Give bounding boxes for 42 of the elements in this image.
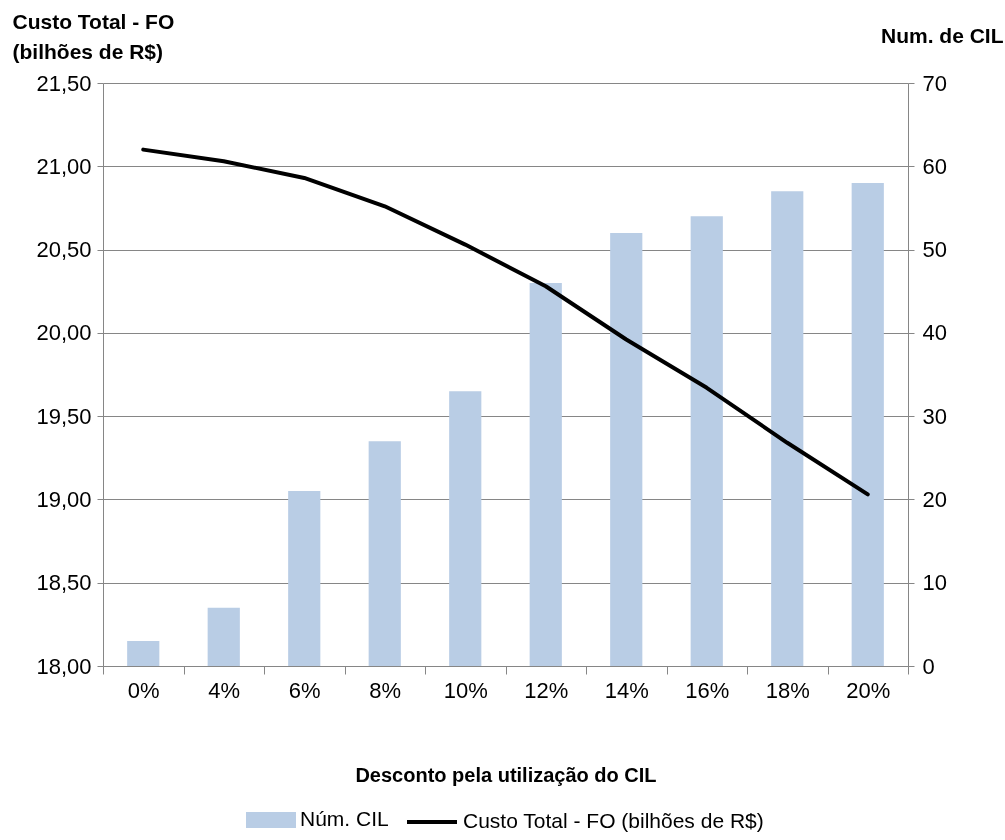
bar: [690, 216, 723, 666]
x-tick-label: 6%: [288, 677, 321, 703]
y2-tick-label: 70: [922, 70, 947, 96]
x-tick-label: 0%: [127, 677, 160, 703]
y2-tick-label: 50: [922, 237, 947, 263]
x-tick-label: 12%: [524, 677, 569, 703]
y-tick-label: 21,50: [36, 70, 92, 96]
y-tick-label: 20,50: [36, 237, 92, 263]
y-axis-title: Custo Total - FO (bilhões de R$): [12, 9, 175, 63]
x-tick-label: 10%: [443, 677, 488, 703]
legend-label: Custo Total - FO (bilhões de R$): [463, 809, 764, 832]
bar: [529, 282, 562, 666]
y-tick-label: 18,00: [36, 653, 92, 679]
bar: [771, 191, 804, 666]
bar: [288, 491, 321, 666]
y2-tick-label: 10: [922, 570, 947, 596]
y2-tick-label: 30: [922, 403, 947, 429]
y2-tick-label: 0: [922, 653, 935, 679]
bar: [368, 441, 401, 666]
line-series: [141, 147, 870, 497]
x-axis-title: Desconto pela utilização do CIL: [355, 763, 657, 786]
bar: [207, 607, 240, 666]
y-tick-label: 19,00: [36, 486, 92, 512]
y-tick-label: 21,00: [36, 153, 92, 179]
y2-tick-label: 20: [922, 486, 947, 512]
bar: [449, 391, 482, 666]
bar: [851, 182, 884, 666]
y2-tick-label: 60: [922, 153, 947, 179]
x-tick-label: 8%: [369, 677, 402, 703]
x-tick-label: 18%: [765, 677, 810, 703]
legend-label: Núm. CIL: [300, 807, 389, 830]
x-tick-label: 16%: [685, 677, 730, 703]
x-tick-label: 4%: [208, 677, 241, 703]
bar: [610, 232, 643, 666]
y2-axis-title: Num. de CIL: [880, 23, 1004, 47]
y-tick-label: 20,00: [36, 320, 92, 346]
y-tick-label: 18,50: [36, 570, 92, 596]
y-tick-label: 19,50: [36, 403, 92, 429]
x-tick-label: 14%: [604, 677, 649, 703]
bar: [127, 641, 160, 666]
y2-tick-label: 40: [922, 320, 947, 346]
x-tick-label: 20%: [846, 677, 891, 703]
